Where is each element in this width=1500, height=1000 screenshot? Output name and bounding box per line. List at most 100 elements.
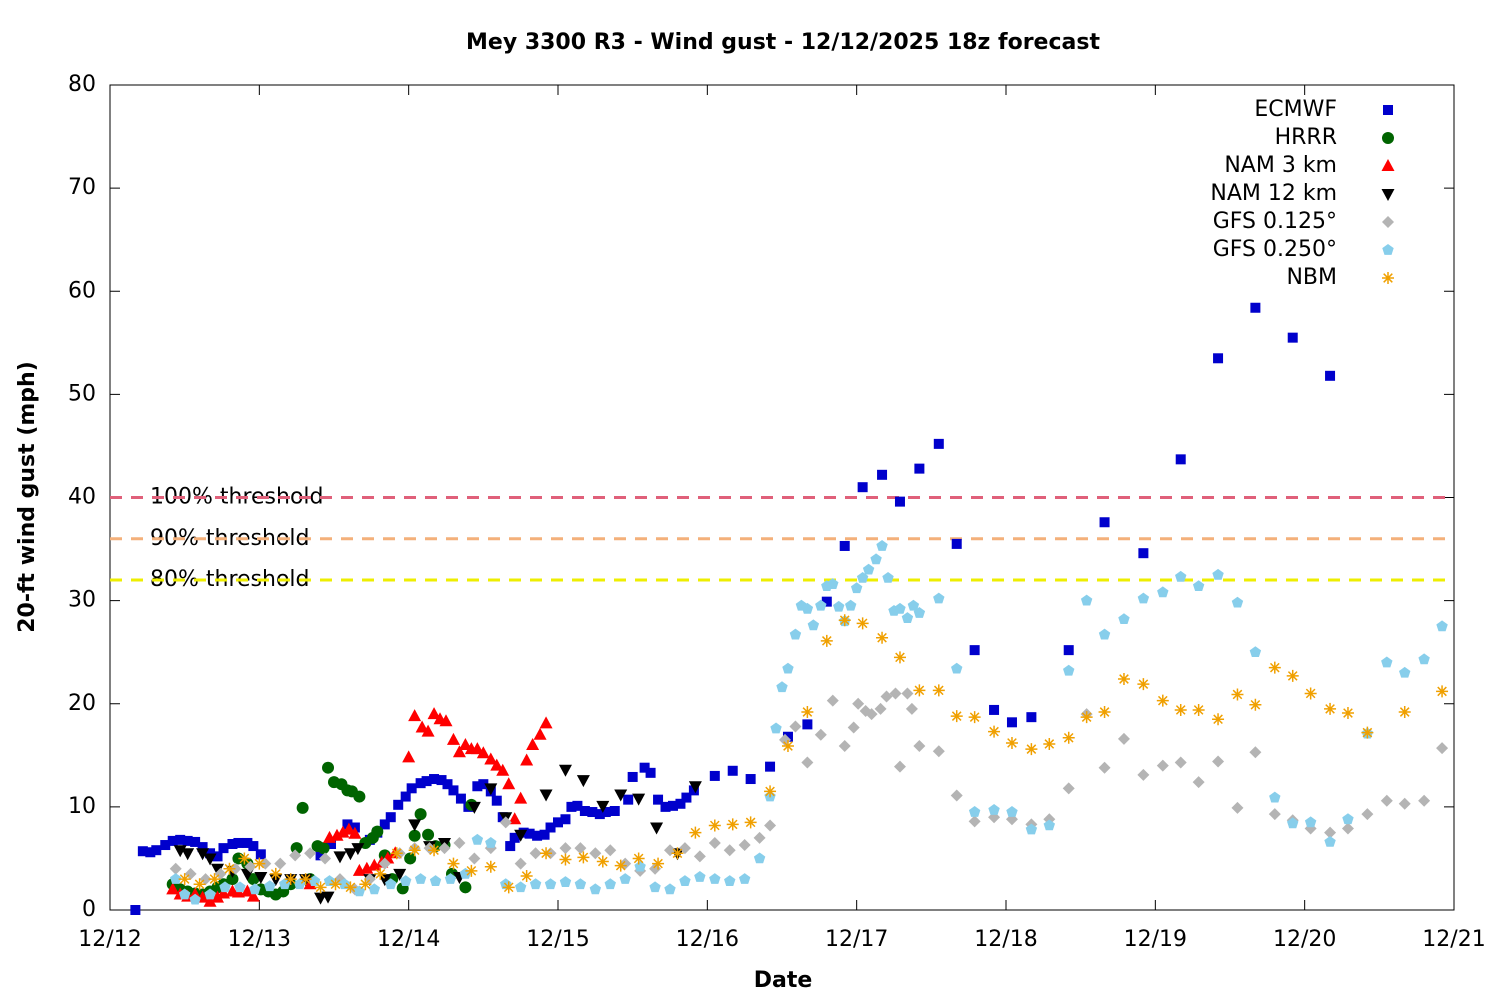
data-point	[478, 779, 489, 790]
data-point	[776, 681, 788, 693]
data-point	[367, 858, 381, 871]
y-tick-label: 70	[68, 175, 96, 200]
data-point	[314, 881, 327, 894]
data-point	[204, 888, 216, 900]
data-point	[393, 799, 404, 810]
data-point	[1399, 666, 1411, 678]
data-point	[508, 812, 522, 825]
data-point	[632, 793, 646, 806]
data-point	[444, 873, 457, 884]
data-point	[296, 801, 309, 814]
data-point	[639, 762, 650, 773]
legend-marker	[1382, 132, 1394, 144]
data-point	[566, 801, 577, 812]
data-point	[218, 843, 229, 854]
data-point	[208, 873, 221, 886]
data-point	[857, 482, 868, 493]
data-point	[253, 857, 266, 870]
data-point	[574, 878, 587, 890]
x-tick-label: 12/17	[825, 927, 888, 952]
data-point	[968, 711, 981, 724]
data-point	[378, 857, 391, 870]
data-point	[764, 785, 777, 798]
data-point	[299, 873, 312, 886]
data-point	[876, 631, 889, 644]
data-point	[894, 602, 906, 614]
data-point	[1286, 669, 1299, 682]
data-point	[1156, 694, 1169, 707]
data-point	[539, 829, 550, 840]
data-point	[414, 873, 427, 884]
data-point	[850, 582, 863, 594]
data-point	[807, 619, 820, 631]
data-point	[304, 847, 317, 860]
data-point	[1063, 645, 1074, 656]
data-point	[623, 794, 634, 805]
data-point	[1231, 596, 1244, 608]
data-point	[459, 881, 472, 894]
data-point	[447, 857, 460, 870]
data-point	[264, 880, 276, 892]
data-point	[145, 847, 156, 858]
data-point	[453, 836, 466, 849]
data-point	[649, 881, 661, 893]
data-point	[1381, 656, 1393, 668]
data-point	[448, 785, 459, 796]
data-point	[242, 837, 253, 848]
data-point	[429, 875, 442, 886]
data-point	[820, 634, 833, 647]
data-point	[844, 599, 857, 611]
data-point	[693, 850, 706, 863]
data-point	[254, 872, 268, 884]
data-point	[932, 684, 945, 697]
data-point	[247, 873, 260, 886]
data-point	[989, 704, 1000, 715]
data-point	[505, 841, 516, 852]
data-point	[653, 794, 664, 805]
data-point	[893, 760, 906, 773]
data-point	[678, 842, 691, 855]
data-point	[219, 881, 231, 893]
data-point	[1192, 776, 1205, 789]
data-point	[1080, 594, 1093, 606]
x-tick-label: 12/19	[1124, 927, 1187, 952]
data-point	[913, 607, 926, 618]
data-point	[877, 469, 888, 480]
data-point	[1062, 782, 1075, 795]
data-point	[627, 771, 638, 782]
legend-marker	[1381, 159, 1395, 171]
data-point	[408, 829, 421, 842]
data-point	[151, 845, 162, 856]
data-point	[614, 789, 628, 802]
legend-marker	[1382, 272, 1394, 284]
data-point	[559, 842, 572, 855]
data-point	[1098, 761, 1111, 774]
data-point	[589, 847, 602, 860]
data-point	[600, 807, 611, 818]
data-point	[502, 777, 516, 790]
data-point	[789, 628, 802, 640]
data-point	[560, 814, 571, 825]
data-point	[1287, 817, 1299, 829]
data-point	[650, 822, 664, 835]
legend-label: NAM 12 km	[1210, 181, 1337, 206]
data-point	[1043, 819, 1056, 831]
data-point	[753, 831, 766, 844]
data-point	[1325, 370, 1336, 381]
data-point	[723, 844, 736, 857]
data-point	[490, 758, 504, 771]
data-point	[744, 816, 757, 829]
data-point	[353, 790, 366, 803]
data-point	[223, 862, 236, 875]
data-point	[429, 774, 440, 785]
data-point	[753, 852, 766, 864]
data-point	[484, 860, 497, 873]
data-point	[969, 645, 980, 656]
data-point	[393, 868, 407, 881]
data-point	[529, 878, 542, 890]
data-point	[814, 728, 827, 741]
data-point	[227, 839, 238, 849]
data-point	[455, 793, 466, 804]
data-point	[414, 808, 427, 821]
